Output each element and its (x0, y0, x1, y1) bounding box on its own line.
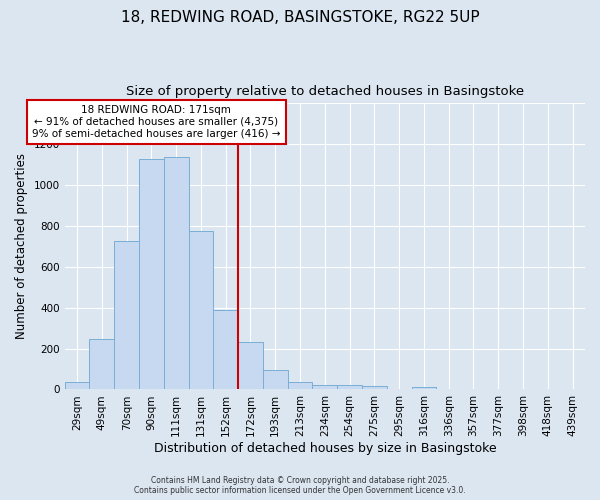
Bar (313, 385, 337, 390)
Bar (164, 158, 188, 390)
Bar (139, 158, 164, 390)
Bar (362, 386, 387, 390)
Bar (412, 388, 436, 390)
Bar (238, 342, 263, 390)
Bar (287, 382, 313, 390)
Bar (114, 242, 139, 390)
Text: 18 REDWING ROAD: 171sqm
← 91% of detached houses are smaller (4,375)
9% of semi-: 18 REDWING ROAD: 171sqm ← 91% of detache… (32, 106, 281, 138)
Bar (65, 382, 89, 390)
Text: 18, REDWING ROAD, BASINGSTOKE, RG22 5UP: 18, REDWING ROAD, BASINGSTOKE, RG22 5UP (121, 10, 479, 25)
Bar (263, 370, 287, 390)
Y-axis label: Number of detached properties: Number of detached properties (15, 154, 28, 340)
Bar (89, 340, 114, 390)
Bar (214, 310, 238, 390)
X-axis label: Distribution of detached houses by size in Basingstoke: Distribution of detached houses by size … (154, 442, 496, 455)
Text: Contains HM Land Registry data © Crown copyright and database right 2025.
Contai: Contains HM Land Registry data © Crown c… (134, 476, 466, 495)
Bar (337, 386, 362, 390)
Bar (188, 231, 214, 390)
Title: Size of property relative to detached houses in Basingstoke: Size of property relative to detached ho… (126, 85, 524, 98)
